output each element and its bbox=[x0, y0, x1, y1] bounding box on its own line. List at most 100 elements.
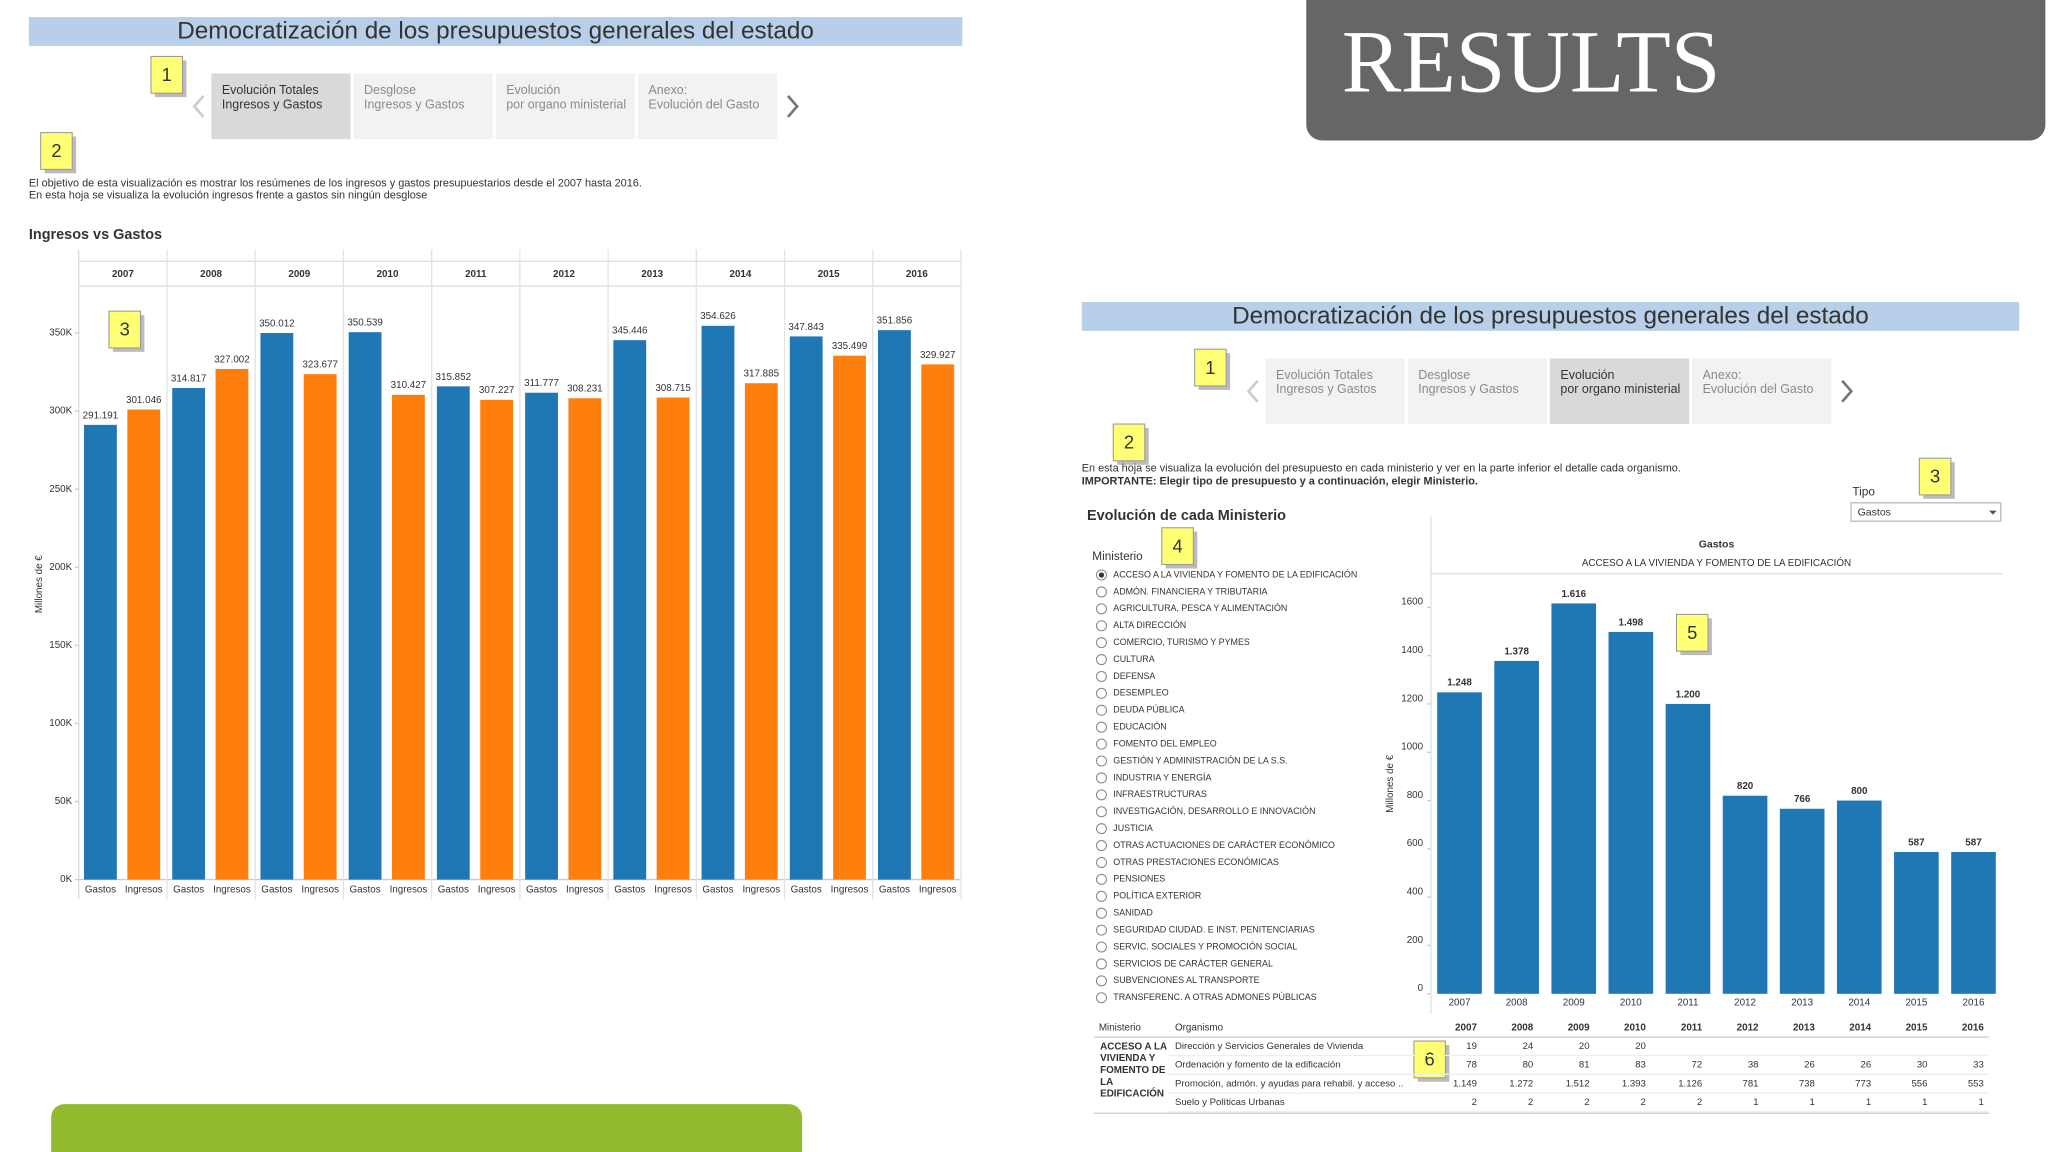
ministry-option[interactable]: SERVICIOS DE CARÁCTER GENERAL bbox=[1113, 958, 1273, 968]
prev-arrow[interactable] bbox=[1246, 379, 1259, 403]
radio[interactable] bbox=[1095, 670, 1107, 682]
prev-arrow[interactable] bbox=[192, 94, 205, 118]
bar bbox=[1551, 603, 1597, 994]
y-tick-label: 150K bbox=[49, 640, 72, 651]
ministry-option[interactable]: ADMÓN. FINANCIERA Y TRIBUTARIA bbox=[1113, 586, 1267, 596]
description: IMPORTANTE: Elegir tipo de presupuesto y… bbox=[1082, 476, 1478, 488]
radio[interactable] bbox=[1095, 941, 1107, 953]
ministry-option[interactable]: DEFENSA bbox=[1113, 671, 1155, 681]
ministry-option[interactable]: INDUSTRIA Y ENERGÍA bbox=[1113, 772, 1211, 782]
ministry-option[interactable]: INVESTIGACIÓN, DESARROLLO E INNOVACIÓN bbox=[1113, 806, 1315, 816]
tab[interactable] bbox=[1549, 358, 1690, 425]
bar bbox=[1665, 703, 1711, 994]
radio[interactable] bbox=[1095, 840, 1107, 852]
ministry-option[interactable]: SANIDAD bbox=[1113, 908, 1153, 918]
description: El objetivo de esta visualización es mos… bbox=[29, 178, 642, 190]
ministry-option[interactable]: SEGURIDAD CIUDAD. E INST. PENITENCIARIAS bbox=[1113, 924, 1314, 934]
radio[interactable] bbox=[1095, 823, 1107, 835]
table-organismo: Dirección y Servicios Generales de Vivie… bbox=[1175, 1041, 1364, 1052]
radio[interactable] bbox=[1095, 704, 1107, 716]
next-arrow[interactable] bbox=[786, 94, 799, 118]
ministry-option[interactable]: AGRICULTURA, PESCA Y ALIMENTACIÓN bbox=[1113, 603, 1287, 613]
radio[interactable] bbox=[1095, 789, 1107, 801]
ministry-option[interactable]: COMERCIO, TURISMO Y PYMES bbox=[1113, 637, 1250, 647]
filter-label: Tipo bbox=[1852, 484, 1875, 498]
series-label: Gastos bbox=[173, 885, 204, 896]
value-label: 301.046 bbox=[126, 395, 162, 406]
tab[interactable] bbox=[1407, 358, 1547, 425]
ministry-option[interactable]: CULTURA bbox=[1113, 654, 1154, 664]
radio[interactable] bbox=[1095, 958, 1107, 970]
bar bbox=[1608, 631, 1654, 994]
value-label: 587 bbox=[1965, 837, 1982, 848]
table-year: 2007 bbox=[1455, 1023, 1477, 1034]
tab[interactable] bbox=[211, 73, 351, 140]
ministry-option[interactable]: ALTA DIRECCIÓN bbox=[1113, 620, 1186, 630]
table-cell: 78 bbox=[1466, 1060, 1477, 1071]
ministry-option[interactable]: DESEMPLEO bbox=[1113, 688, 1169, 698]
radio[interactable] bbox=[1095, 620, 1107, 632]
radio[interactable] bbox=[1095, 738, 1107, 750]
ministry-option[interactable]: SERVIC. SOCIALES Y PROMOCIÓN SOCIAL bbox=[1113, 941, 1297, 951]
tab[interactable] bbox=[495, 73, 635, 140]
ministry-option[interactable]: SUBVENCIONES AL TRANSPORTE bbox=[1113, 975, 1259, 985]
radio[interactable] bbox=[1095, 856, 1107, 868]
ministry-option[interactable]: PENSIONES bbox=[1113, 874, 1165, 884]
series-label: Ingresos bbox=[831, 885, 869, 896]
ministry-option[interactable]: INFRAESTRUCTURAS bbox=[1113, 789, 1207, 799]
radio[interactable] bbox=[1095, 873, 1107, 885]
section-title: Evolución de cada Ministerio bbox=[1087, 508, 1286, 524]
tab[interactable] bbox=[637, 73, 778, 140]
ministry-option[interactable]: OTRAS PRESTACIONES ECONÓMICAS bbox=[1113, 857, 1279, 867]
table-cell: 2 bbox=[1472, 1097, 1477, 1108]
value-label: 335.499 bbox=[832, 341, 868, 352]
ministry-option[interactable]: DEUDA PÚBLICA bbox=[1113, 705, 1184, 715]
ministry-option[interactable]: ACCESO A LA VIVIENDA Y FOMENTO DE LA EDI… bbox=[1113, 569, 1357, 579]
value-label: 587 bbox=[1908, 837, 1925, 848]
radio[interactable] bbox=[1095, 806, 1107, 818]
value-label: 311.777 bbox=[524, 378, 559, 389]
tab[interactable] bbox=[1265, 358, 1405, 425]
radio[interactable] bbox=[1095, 924, 1107, 936]
radio[interactable] bbox=[1095, 992, 1107, 1004]
value-label: 307.227 bbox=[479, 385, 515, 396]
table-cell: 24 bbox=[1523, 1041, 1534, 1052]
radio[interactable] bbox=[1095, 687, 1107, 699]
bar bbox=[1494, 660, 1539, 994]
value-label: 308.231 bbox=[567, 384, 603, 395]
series-label: Ingresos bbox=[919, 885, 957, 896]
radio[interactable] bbox=[1095, 654, 1107, 666]
tab-label: Ingresos y Gastos bbox=[222, 97, 323, 111]
x-category-label: 2013 bbox=[641, 269, 663, 280]
radio[interactable] bbox=[1095, 721, 1107, 733]
ministry-option[interactable]: POLÍTICA EXTERIOR bbox=[1113, 891, 1202, 901]
title-bar bbox=[28, 17, 963, 46]
radio[interactable] bbox=[1095, 586, 1107, 598]
ministry-option[interactable]: GESTIÓN Y ADMINISTRACIÓN DE LA S.S. bbox=[1113, 755, 1287, 765]
radio[interactable] bbox=[1095, 975, 1107, 987]
bar bbox=[1722, 795, 1768, 994]
table-cell: 33 bbox=[1973, 1060, 1984, 1071]
radio[interactable] bbox=[1095, 637, 1107, 649]
series-label: Gastos bbox=[702, 885, 733, 896]
table-year: 2010 bbox=[1624, 1023, 1646, 1034]
ministry-option[interactable]: OTRAS ACTUACIONES DE CARÁCTER ECONÓMICO bbox=[1113, 840, 1335, 850]
radio[interactable] bbox=[1095, 603, 1107, 615]
ministry-option[interactable]: EDUCACIÓN bbox=[1113, 722, 1166, 732]
bar bbox=[127, 409, 161, 880]
y-axis-label: Millones de € bbox=[1385, 754, 1396, 812]
value-label: 345.446 bbox=[612, 326, 648, 337]
y-tick-label: 250K bbox=[49, 484, 72, 495]
ministry-option[interactable]: JUSTICIA bbox=[1113, 823, 1153, 833]
radio[interactable] bbox=[1095, 907, 1107, 919]
ministry-option[interactable]: TRANSFERENC. A OTRAS ADMONES PÚBLICAS bbox=[1113, 992, 1316, 1002]
next-arrow[interactable] bbox=[1841, 379, 1854, 403]
dropdown[interactable] bbox=[1850, 502, 2002, 522]
tab[interactable] bbox=[353, 73, 493, 140]
radio[interactable] bbox=[1095, 755, 1107, 767]
radio[interactable] bbox=[1095, 890, 1107, 902]
ministry-option[interactable]: FOMENTO DEL EMPLEO bbox=[1113, 738, 1217, 748]
tab[interactable] bbox=[1692, 358, 1832, 425]
dashboard-title: Democratización de los presupuestos gene… bbox=[1232, 302, 1869, 329]
radio[interactable] bbox=[1095, 772, 1107, 784]
